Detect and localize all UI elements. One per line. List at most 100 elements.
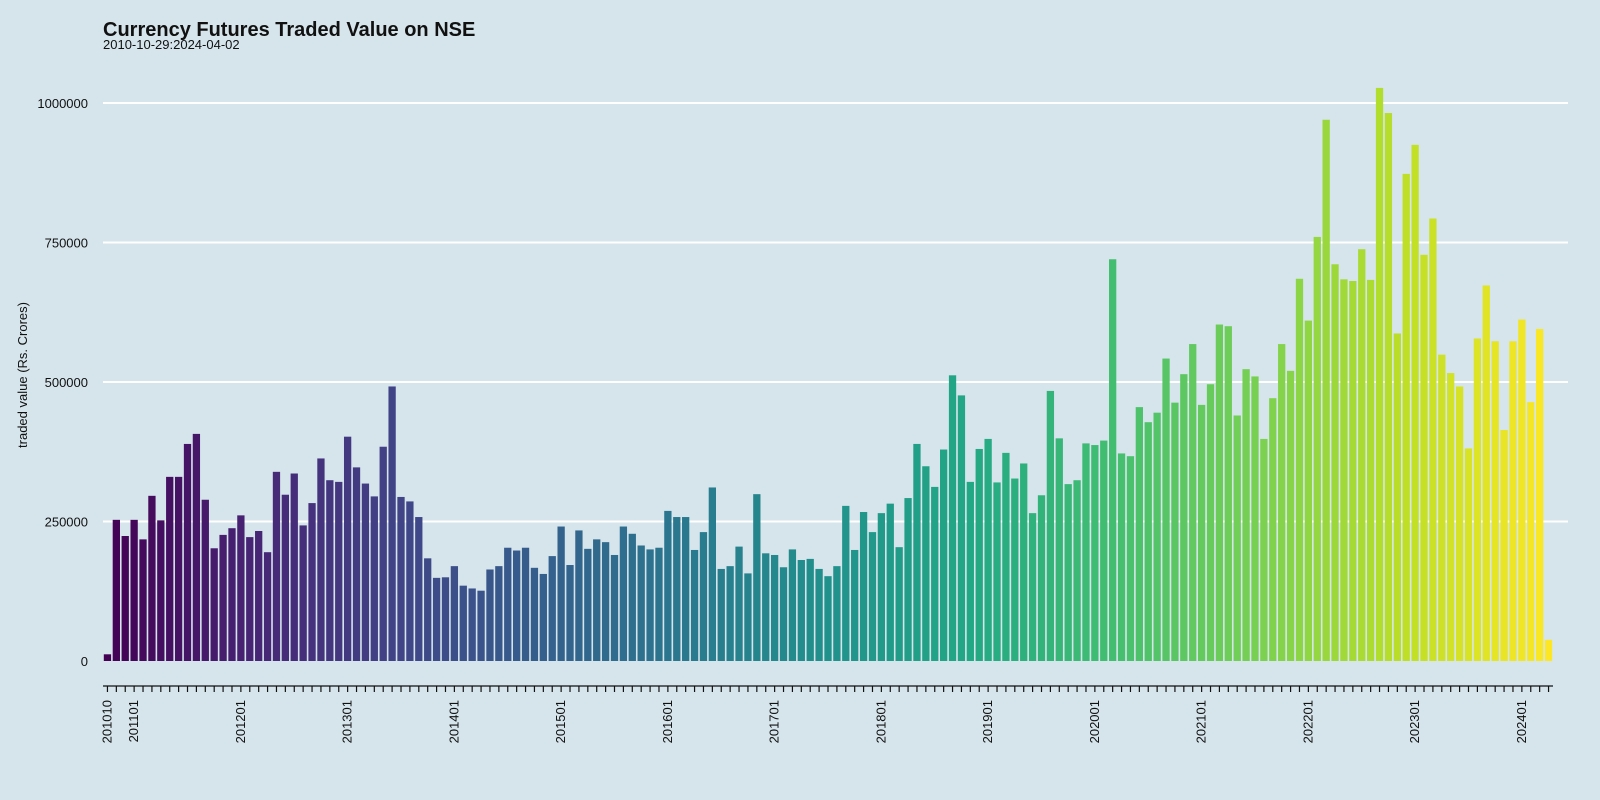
bar-201205: [272, 471, 281, 661]
bar-202201: [1304, 320, 1313, 661]
bar-202206: [1349, 281, 1357, 661]
bar-202001: [1091, 445, 1099, 661]
bar-202304: [1438, 354, 1446, 661]
bar-202310: [1491, 341, 1499, 661]
bar-201010: [103, 654, 112, 661]
x-tick-label: 202201: [1300, 700, 1315, 743]
bar-201911: [1073, 480, 1081, 661]
bar-201706: [815, 568, 823, 661]
x-tick-label: 202001: [1087, 700, 1102, 743]
bar-201908: [1046, 390, 1055, 661]
x-tick-label: 201901: [980, 700, 995, 743]
bar-202012: [1189, 344, 1197, 661]
bar-202308: [1473, 338, 1482, 661]
bar-201604: [690, 549, 699, 661]
bar-202103: [1215, 324, 1224, 661]
bar-201011: [112, 519, 120, 661]
bar-201110: [210, 548, 218, 661]
bar-201106: [174, 476, 183, 661]
bar-201811: [966, 481, 974, 661]
bar-202204: [1331, 264, 1339, 661]
bar-201603: [682, 517, 690, 661]
bar-201104: [157, 520, 165, 661]
bar-202307: [1464, 448, 1473, 661]
bar-201311: [432, 577, 441, 661]
bar-201407: [504, 547, 512, 661]
bar-202311: [1500, 429, 1508, 661]
bar-202202: [1313, 236, 1321, 662]
bar-201803: [895, 547, 903, 661]
bar-201906: [1028, 513, 1037, 661]
bar-201705: [806, 558, 814, 661]
bar-202110: [1278, 344, 1286, 661]
bar-201105: [166, 476, 174, 661]
bar-201103: [148, 495, 156, 661]
bar-202301: [1411, 144, 1419, 662]
bar-202402: [1527, 402, 1535, 661]
x-tick-label: 201301: [340, 700, 355, 743]
bar-202401: [1518, 319, 1526, 661]
bar-201102: [139, 539, 147, 661]
bar-202106: [1242, 369, 1250, 661]
bar-201802: [886, 503, 894, 661]
bar-201505: [593, 539, 601, 661]
bar-201712: [868, 532, 877, 661]
bar-201111: [219, 534, 227, 661]
bar-201411: [539, 573, 547, 661]
bar-201605: [699, 532, 708, 661]
bar-201404: [477, 590, 485, 661]
y-tick-label: 500000: [45, 375, 88, 390]
bar-201810: [957, 395, 966, 661]
bar-201503: [575, 530, 583, 661]
bar-202207: [1358, 249, 1366, 661]
bar-202104: [1224, 326, 1232, 661]
bar-201509: [628, 533, 636, 661]
bar-201805: [913, 443, 921, 661]
bar-202208: [1366, 279, 1375, 661]
bar-201408: [513, 550, 521, 661]
bar-201709: [842, 505, 850, 661]
bar-201304: [370, 496, 378, 661]
bar-201607: [717, 568, 725, 661]
bar-201305: [379, 446, 387, 661]
x-axis: 201010 201101 201201 201301 201401 201501 2016…: [99, 685, 1553, 743]
x-tick-label: 201401: [446, 700, 461, 743]
bar-202403: [1536, 328, 1544, 661]
bar-201804: [904, 498, 912, 661]
bar-202107: [1251, 376, 1259, 661]
bar-201210: [317, 458, 325, 661]
bar-201602: [673, 517, 681, 661]
bar-201806: [922, 466, 930, 661]
bar-201201: [237, 515, 245, 661]
bar-201107: [183, 443, 192, 661]
bar-201309: [415, 517, 423, 661]
bar-202211: [1393, 333, 1401, 661]
bar-201507: [610, 554, 619, 661]
bar-202010: [1171, 402, 1179, 661]
bar-201702: [779, 567, 788, 661]
bar-201308: [406, 501, 414, 661]
chart-subtitle: 2010-10-29:2024-04-02: [103, 37, 240, 52]
bar-201704: [797, 560, 805, 661]
bar-201610: [744, 573, 752, 661]
bar-202002: [1100, 440, 1108, 661]
bar-201508: [619, 526, 628, 661]
bar-202111: [1286, 370, 1295, 661]
bar-201012: [121, 536, 129, 661]
bar-201209: [308, 503, 316, 661]
bars: [103, 87, 1553, 662]
bar-201409: [521, 547, 530, 661]
bar-202210: [1384, 113, 1393, 662]
bar-201208: [299, 525, 307, 661]
bar-201809: [948, 375, 957, 661]
bar-201412: [548, 556, 556, 661]
bar-201301: [343, 436, 352, 661]
x-tick-label: 201101: [126, 700, 141, 742]
bar-201912: [1082, 443, 1090, 661]
bar-202009: [1162, 358, 1170, 661]
bar-202309: [1482, 285, 1490, 661]
bar-202008: [1153, 412, 1161, 661]
bar-201612: [762, 553, 770, 661]
y-axis: 0 250000 500000 750000 1000000: [37, 96, 88, 669]
